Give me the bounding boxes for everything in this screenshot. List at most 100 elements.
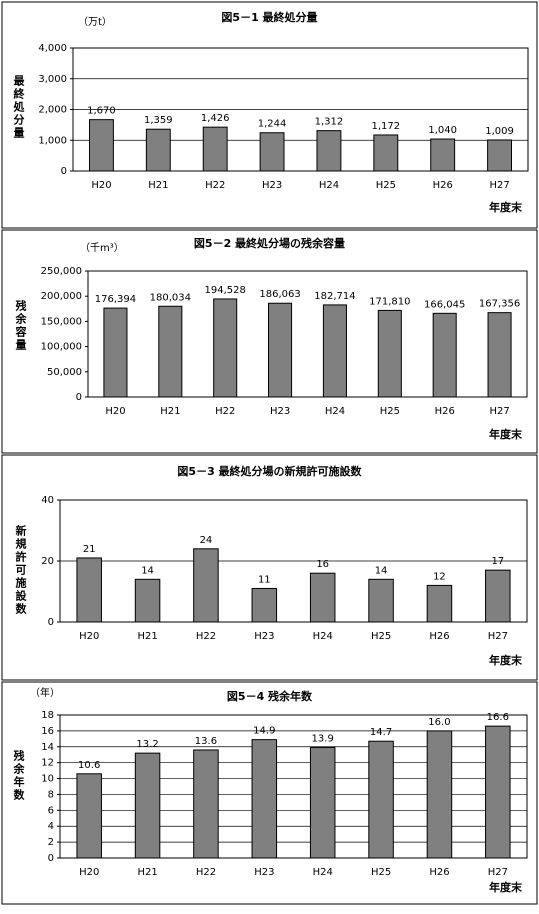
bar bbox=[134, 578, 161, 623]
bar bbox=[213, 298, 238, 398]
unit-label: （千m³） bbox=[80, 242, 124, 254]
x-tick-label: H27 bbox=[488, 867, 508, 878]
x-tick-label: H26 bbox=[435, 406, 455, 417]
data-label: 176,394 bbox=[95, 294, 136, 305]
bar bbox=[251, 587, 278, 623]
y-tick-label: 12 bbox=[41, 758, 54, 769]
bar bbox=[193, 548, 219, 623]
data-label: 14 bbox=[375, 565, 388, 576]
data-label: 14 bbox=[141, 565, 154, 576]
bar bbox=[368, 740, 394, 859]
y-axis-label: 最終処分量 bbox=[12, 75, 26, 140]
data-label: 180,034 bbox=[150, 292, 191, 303]
x-tick-label: H23 bbox=[254, 867, 274, 878]
bar bbox=[485, 725, 511, 859]
y-tick-label: 18 bbox=[41, 710, 54, 721]
data-label: 14.7 bbox=[370, 727, 392, 738]
panel bbox=[1, 1, 538, 229]
x-tick-label: H26 bbox=[429, 631, 449, 642]
data-label: 171,810 bbox=[369, 296, 410, 307]
x-tick-label: H20 bbox=[79, 631, 99, 642]
data-label: 194,528 bbox=[205, 285, 246, 296]
x-tick-label: H22 bbox=[205, 180, 225, 191]
unit-label: （万t） bbox=[78, 16, 112, 28]
data-label: 11 bbox=[258, 574, 271, 585]
y-tick-label: 14 bbox=[41, 742, 54, 753]
y-tick-label: 0 bbox=[76, 392, 82, 403]
data-label: 1,244 bbox=[258, 119, 287, 130]
x-axis-label: 年度末 bbox=[489, 880, 523, 894]
bar bbox=[259, 132, 285, 172]
data-label: 24 bbox=[200, 535, 213, 546]
bar bbox=[145, 128, 171, 172]
bar bbox=[88, 119, 114, 172]
panel bbox=[1, 681, 538, 905]
data-label: 167,356 bbox=[479, 299, 520, 310]
plot-area bbox=[59, 714, 528, 859]
data-label: 166,045 bbox=[424, 299, 465, 310]
chart-title: 図5－1 最終処分量 bbox=[221, 10, 317, 24]
data-label: 186,063 bbox=[259, 289, 300, 300]
data-label: 16.0 bbox=[428, 717, 450, 728]
bar bbox=[76, 557, 102, 623]
bar bbox=[368, 578, 394, 623]
data-label: 1,426 bbox=[201, 113, 230, 124]
data-label: 13.2 bbox=[136, 739, 158, 750]
bar bbox=[134, 752, 161, 859]
x-tick-label: H24 bbox=[313, 867, 333, 878]
x-tick-label: H27 bbox=[488, 631, 508, 642]
y-tick-label: 6 bbox=[48, 805, 54, 816]
bar bbox=[487, 312, 512, 398]
y-tick-label: 1,000 bbox=[38, 135, 67, 146]
plot-area bbox=[87, 270, 528, 398]
bar bbox=[322, 304, 347, 398]
data-label: 14.9 bbox=[253, 726, 275, 737]
chart-title: 図5－4 残余年数 bbox=[227, 689, 313, 703]
bar bbox=[377, 309, 402, 398]
x-tick-label: H21 bbox=[148, 180, 168, 191]
x-tick-label: H21 bbox=[137, 867, 157, 878]
data-label: 21 bbox=[83, 544, 96, 555]
bar bbox=[309, 747, 336, 859]
y-tick-label: 4,000 bbox=[38, 43, 67, 54]
y-tick-label: 50,000 bbox=[47, 367, 82, 378]
data-label: 1,312 bbox=[315, 117, 344, 128]
data-label: 1,009 bbox=[485, 126, 514, 137]
x-tick-label: H20 bbox=[105, 406, 125, 417]
x-tick-label: H21 bbox=[137, 631, 157, 642]
x-tick-label: H26 bbox=[433, 180, 453, 191]
bar bbox=[373, 134, 399, 172]
y-tick-label: 10 bbox=[41, 774, 54, 785]
bar bbox=[430, 138, 456, 172]
bar bbox=[76, 773, 102, 859]
y-tick-label: 40 bbox=[41, 495, 54, 506]
y-tick-label: 0 bbox=[48, 853, 54, 864]
y-tick-label: 0 bbox=[48, 617, 54, 628]
chart-title: 図5－2 最終処分場の残余容量 bbox=[194, 236, 345, 250]
bar bbox=[202, 126, 228, 172]
x-tick-label: H22 bbox=[196, 631, 216, 642]
bar bbox=[432, 312, 457, 398]
x-tick-label: H22 bbox=[196, 867, 216, 878]
y-tick-label: 20 bbox=[41, 556, 54, 567]
x-tick-label: H25 bbox=[380, 406, 400, 417]
panel bbox=[1, 229, 538, 454]
bar bbox=[316, 130, 342, 172]
y-tick-label: 2 bbox=[48, 837, 54, 848]
y-tick-label: 250,000 bbox=[41, 266, 82, 277]
y-tick-label: 150,000 bbox=[41, 316, 82, 327]
x-tick-label: H23 bbox=[254, 631, 274, 642]
x-tick-label: H25 bbox=[371, 867, 391, 878]
data-label: 12 bbox=[433, 571, 446, 582]
data-label: 10.6 bbox=[78, 760, 100, 771]
panel bbox=[1, 454, 538, 681]
unit-label: （年） bbox=[30, 686, 60, 699]
x-tick-label: H27 bbox=[489, 406, 509, 417]
plot-area bbox=[59, 499, 528, 623]
x-tick-label: H26 bbox=[429, 867, 449, 878]
x-tick-label: H24 bbox=[313, 631, 333, 642]
data-label: 16.6 bbox=[487, 712, 509, 723]
bar bbox=[485, 569, 511, 623]
data-label: 1,670 bbox=[87, 106, 116, 117]
